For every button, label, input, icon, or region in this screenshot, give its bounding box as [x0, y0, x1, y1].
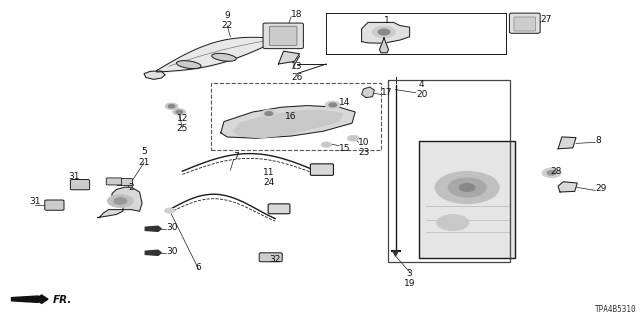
- Circle shape: [378, 29, 390, 35]
- Polygon shape: [12, 296, 38, 302]
- FancyBboxPatch shape: [509, 13, 540, 33]
- Ellipse shape: [212, 53, 236, 61]
- Circle shape: [435, 172, 499, 204]
- Polygon shape: [558, 182, 577, 192]
- Text: FR.: FR.: [52, 294, 72, 305]
- Polygon shape: [393, 251, 398, 256]
- Polygon shape: [35, 295, 48, 299]
- Circle shape: [261, 110, 276, 117]
- Circle shape: [448, 178, 486, 197]
- Text: 15: 15: [339, 144, 351, 153]
- Text: 4
20: 4 20: [416, 80, 428, 99]
- Text: 28: 28: [550, 167, 562, 176]
- Text: 29: 29: [595, 184, 607, 193]
- Text: 6: 6: [196, 263, 201, 272]
- Circle shape: [372, 26, 396, 38]
- Text: 3
19: 3 19: [404, 269, 415, 288]
- Circle shape: [108, 195, 133, 207]
- FancyBboxPatch shape: [310, 164, 333, 175]
- Circle shape: [173, 109, 186, 115]
- Text: 7: 7: [234, 152, 239, 161]
- Polygon shape: [558, 137, 576, 149]
- FancyBboxPatch shape: [70, 180, 90, 190]
- Text: 10
23: 10 23: [358, 138, 370, 157]
- Circle shape: [265, 112, 273, 116]
- Text: 30: 30: [166, 247, 178, 256]
- Circle shape: [321, 142, 332, 147]
- Text: 27: 27: [541, 15, 552, 24]
- Polygon shape: [35, 299, 48, 303]
- Text: 8: 8: [595, 136, 601, 145]
- FancyBboxPatch shape: [259, 253, 282, 262]
- Polygon shape: [380, 38, 388, 53]
- Polygon shape: [362, 87, 374, 98]
- Bar: [419, 141, 515, 258]
- Text: 9
22: 9 22: [221, 11, 233, 30]
- Text: 2: 2: [128, 183, 134, 192]
- Bar: [388, 80, 510, 262]
- FancyBboxPatch shape: [514, 17, 536, 31]
- Circle shape: [325, 101, 340, 109]
- Polygon shape: [145, 250, 161, 255]
- Circle shape: [348, 135, 359, 141]
- Circle shape: [168, 105, 175, 108]
- Circle shape: [329, 103, 337, 107]
- Text: 12
25: 12 25: [177, 114, 188, 133]
- Polygon shape: [97, 187, 142, 218]
- Circle shape: [176, 110, 182, 114]
- Text: 17: 17: [381, 88, 392, 97]
- Bar: [211, 83, 381, 150]
- FancyBboxPatch shape: [106, 178, 122, 185]
- Ellipse shape: [177, 61, 201, 68]
- Polygon shape: [278, 51, 300, 64]
- Text: 31: 31: [68, 172, 79, 180]
- FancyBboxPatch shape: [263, 23, 303, 49]
- FancyBboxPatch shape: [268, 204, 290, 214]
- Circle shape: [542, 168, 561, 178]
- FancyBboxPatch shape: [45, 200, 64, 210]
- FancyBboxPatch shape: [269, 26, 297, 45]
- Text: 13
26: 13 26: [291, 62, 303, 82]
- Polygon shape: [221, 106, 355, 138]
- Text: 32: 32: [269, 255, 281, 264]
- Text: 11
24: 11 24: [263, 168, 275, 187]
- Polygon shape: [362, 22, 410, 43]
- Text: TPA4B5310: TPA4B5310: [595, 305, 637, 314]
- Text: 30: 30: [166, 223, 178, 232]
- Circle shape: [547, 171, 556, 175]
- Circle shape: [164, 208, 175, 213]
- Circle shape: [436, 214, 468, 230]
- Text: 18: 18: [291, 10, 303, 19]
- Polygon shape: [144, 71, 165, 79]
- Text: 31: 31: [29, 197, 41, 206]
- Text: 14: 14: [339, 98, 351, 107]
- Text: 1: 1: [385, 16, 390, 25]
- Polygon shape: [145, 226, 161, 231]
- Text: 16: 16: [285, 112, 296, 121]
- Circle shape: [460, 184, 475, 191]
- Polygon shape: [234, 110, 342, 138]
- Text: 5
21: 5 21: [138, 147, 150, 166]
- FancyBboxPatch shape: [117, 179, 132, 186]
- Circle shape: [114, 198, 127, 204]
- Circle shape: [165, 103, 178, 109]
